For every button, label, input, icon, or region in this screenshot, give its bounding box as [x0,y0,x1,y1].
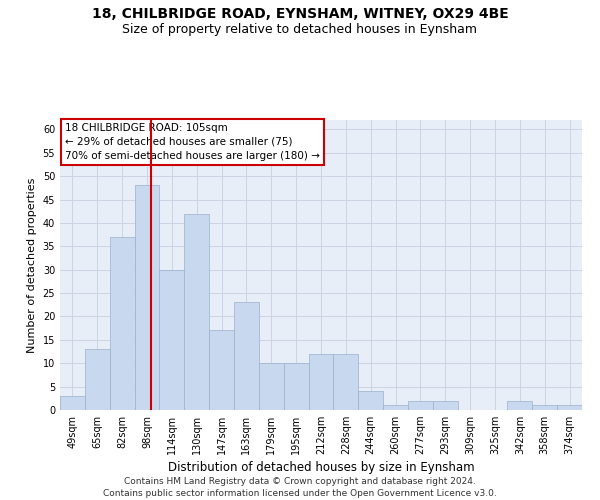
Bar [85,349,110,410]
Bar [234,302,259,410]
Text: Contains HM Land Registry data © Crown copyright and database right 2024.
Contai: Contains HM Land Registry data © Crown c… [103,476,497,498]
Bar [358,392,383,410]
Bar [209,330,234,410]
X-axis label: Distribution of detached houses by size in Eynsham: Distribution of detached houses by size … [167,462,475,474]
Bar [308,354,334,410]
Bar [334,354,358,410]
Bar [160,270,184,410]
Bar [184,214,209,410]
Bar [433,400,458,410]
Text: 18, CHILBRIDGE ROAD, EYNSHAM, WITNEY, OX29 4BE: 18, CHILBRIDGE ROAD, EYNSHAM, WITNEY, OX… [92,8,508,22]
Bar [259,363,284,410]
Bar [110,237,134,410]
Text: 18 CHILBRIDGE ROAD: 105sqm
← 29% of detached houses are smaller (75)
70% of semi: 18 CHILBRIDGE ROAD: 105sqm ← 29% of deta… [65,123,320,161]
Y-axis label: Number of detached properties: Number of detached properties [27,178,37,352]
Bar [60,396,85,410]
Bar [408,400,433,410]
Bar [508,400,532,410]
Bar [383,406,408,410]
Bar [284,363,308,410]
Bar [532,406,557,410]
Bar [557,406,582,410]
Bar [134,186,160,410]
Text: Size of property relative to detached houses in Eynsham: Size of property relative to detached ho… [122,22,478,36]
